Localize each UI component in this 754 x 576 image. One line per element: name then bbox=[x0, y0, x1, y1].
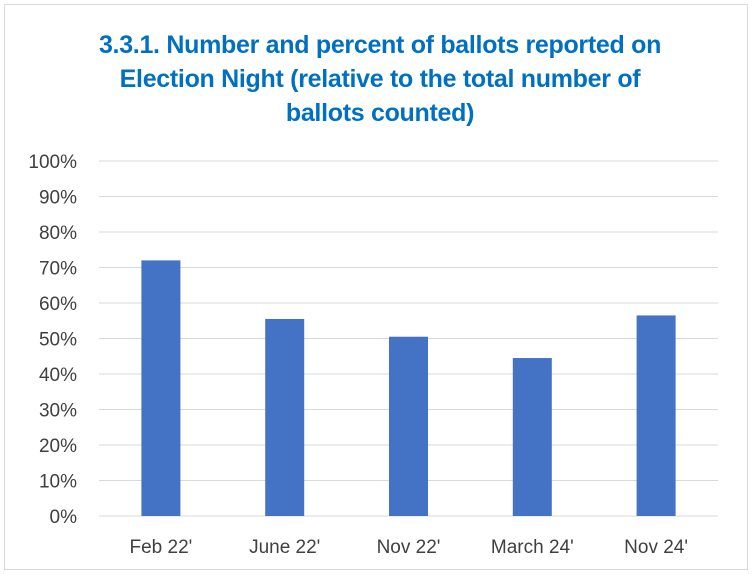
chart-title-line-2: Election Night (relative to the total nu… bbox=[119, 65, 641, 93]
x-tick-label: Nov 24' bbox=[624, 537, 688, 558]
chart-title-line-3: ballots counted) bbox=[285, 99, 475, 127]
y-tick-label: 100% bbox=[28, 152, 77, 173]
y-tick-label: 90% bbox=[39, 188, 77, 209]
chart-frame bbox=[4, 4, 748, 570]
y-tick-label: 60% bbox=[39, 294, 77, 315]
x-tick-label: June 22' bbox=[249, 537, 320, 558]
x-axis-tick-labels: Feb 22' June 22' Nov 22' March 24' Nov 24' bbox=[130, 537, 689, 558]
chart-title: 3.3.1. Number and percent of ballots rep… bbox=[40, 28, 720, 130]
bar bbox=[389, 336, 428, 516]
bar bbox=[512, 358, 552, 516]
y-tick-label: 50% bbox=[39, 330, 77, 351]
bars bbox=[141, 260, 676, 516]
bar bbox=[141, 260, 181, 516]
x-tick-label: Nov 22' bbox=[377, 537, 441, 558]
y-tick-label: 20% bbox=[39, 436, 77, 457]
bar bbox=[265, 318, 305, 516]
y-tick-label: 40% bbox=[39, 365, 77, 386]
y-tick-label: 0% bbox=[50, 507, 78, 528]
y-axis-tick-labels: 0% 10% 20% 30% 40% 50% 60% 70% 80% 90% 100% bbox=[28, 152, 77, 528]
y-tick-label: 10% bbox=[39, 472, 77, 493]
y-tick-label: 80% bbox=[39, 223, 77, 244]
y-tick-label: 70% bbox=[39, 259, 77, 280]
bar bbox=[636, 315, 676, 516]
chart-title-line-1: 3.3.1. Number and percent of ballots rep… bbox=[98, 31, 662, 59]
x-tick-label: March 24' bbox=[491, 537, 574, 558]
y-tick-label: 30% bbox=[39, 401, 77, 422]
x-tick-label: Feb 22' bbox=[130, 537, 193, 558]
